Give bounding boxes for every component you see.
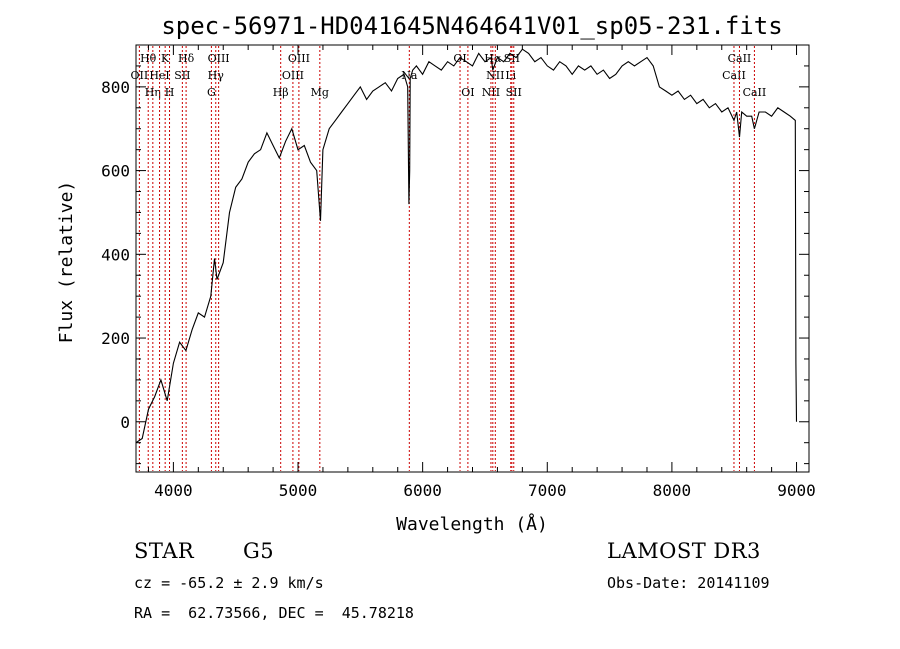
line-label-6: SII [174, 69, 190, 82]
line-label-5: H [165, 86, 175, 99]
line-label-2: Hη [145, 86, 161, 99]
object-class: STAR [134, 539, 195, 563]
line-label-21: Li [505, 69, 516, 82]
x-tick-label: 5000 [279, 481, 318, 500]
x-tick-label: 8000 [653, 481, 692, 500]
line-label-4: K [161, 52, 170, 65]
line-label-9: Hγ [208, 69, 225, 82]
redshift-text: cz = -65.2 ± 2.9 km/s [134, 574, 324, 592]
line-label-8: G [207, 86, 216, 99]
plot-frame [135, 44, 810, 473]
survey-name: LAMOST DR3 [607, 539, 761, 563]
line-label-26: CaII [743, 86, 767, 99]
line-label-22: SII [504, 52, 520, 65]
x-tick-label: 6000 [403, 481, 442, 500]
line-label-15: Na [401, 69, 418, 82]
axis-ticks: 4000 5000 6000 7000 8000 9000 0 200 400 600 800 [101, 44, 816, 500]
line-label-23: SII [506, 86, 522, 99]
line-label-25: CaII [728, 52, 752, 65]
line-label-7: Hδ [178, 52, 195, 65]
line-label-11: Hβ [273, 86, 289, 99]
line-label-14: Mg [311, 86, 329, 99]
x-tick-label: 7000 [528, 481, 567, 500]
line-label-24: CaII [722, 69, 746, 82]
y-tick-label: 200 [101, 329, 130, 348]
line-label-19: Hα [484, 52, 502, 65]
line-label-0: OII [131, 69, 149, 82]
y-axis-label: Flux (relative) [56, 181, 77, 344]
line-label-12: OIII [282, 69, 304, 82]
line-label-20: NII [486, 69, 504, 82]
line-label-13: OIII [288, 52, 310, 65]
chart-title: spec-56971-HD041645N464641V01_sp05-231.f… [161, 12, 782, 40]
x-tick-label: 9000 [777, 481, 816, 500]
line-label-3: HeI [149, 69, 169, 82]
object-subclass: G5 [243, 539, 275, 563]
flux-series-line [135, 48, 798, 444]
y-tick-label: 0 [120, 413, 130, 432]
line-label-17: OI [461, 86, 474, 99]
obs-date-text: Obs-Date: 20141109 [607, 574, 770, 592]
line-label-10: OIII [208, 52, 230, 65]
line-label-18: NII [482, 86, 500, 99]
spectral-line-markers: OII Hθ Hη HeI K H SII Hδ G Hγ OIII Hβ OIII OIII Mg Na OI… [131, 46, 767, 471]
line-label-1: Hθ [140, 52, 157, 65]
x-tick-label: 4000 [154, 481, 193, 500]
y-tick-label: 600 [101, 162, 130, 181]
coords-text: RA = 62.73566, DEC = 45.78218 [134, 604, 414, 622]
y-tick-label: 800 [101, 78, 130, 97]
y-tick-label: 400 [101, 245, 130, 264]
x-axis-label: Wavelength (Å) [396, 513, 548, 535]
